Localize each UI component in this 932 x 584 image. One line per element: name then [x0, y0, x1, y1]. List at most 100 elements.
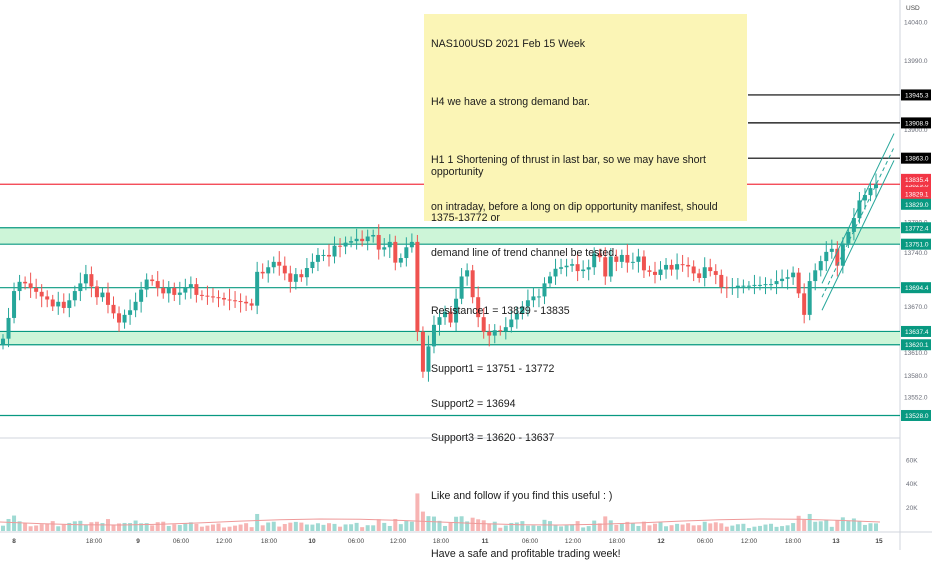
volume-bar: [166, 525, 171, 531]
channel-lower-line: [821, 160, 895, 311]
demand-zone-1: [0, 331, 900, 345]
chart-canvas[interactable]: USD14040.013990.013900.013829.013780.013…: [0, 0, 932, 550]
candle-body: [194, 284, 199, 295]
price-line-badge-9-text: 13528.0: [905, 413, 929, 420]
price-badge-1-text: 13829.1: [905, 192, 929, 199]
price-line-badge-2-bg: [901, 152, 931, 164]
volume-bar: [597, 523, 602, 531]
volume-bar: [525, 525, 530, 531]
candle-body: [536, 296, 541, 298]
candle-body: [735, 285, 740, 288]
volume-bar: [111, 524, 116, 531]
candle-body: [581, 269, 586, 272]
price-line-badge-8-text: 13620.1: [905, 342, 929, 349]
candle-body: [785, 277, 790, 279]
x-tick-label-6: 10: [308, 538, 316, 545]
x-tick-label-18: 13: [832, 538, 840, 545]
candle-body: [835, 248, 840, 266]
price-line-badge-1-bg: [901, 117, 931, 129]
candle-body: [531, 296, 536, 301]
y-tick-label-9: 13552.0: [904, 395, 928, 402]
volume-bar: [454, 516, 459, 531]
candle-body: [862, 195, 867, 201]
candle-body: [349, 241, 354, 243]
volume-bar: [332, 523, 337, 531]
volume-bar: [835, 520, 840, 531]
trading-chart[interactable]: USD14040.013990.013900.013829.013780.013…: [0, 0, 932, 560]
candle-body: [476, 297, 481, 318]
volume-bar: [133, 520, 138, 531]
price-line-badge-6-bg: [901, 282, 931, 294]
volume-bar: [669, 525, 674, 531]
volume-tick-label-2: 20K: [906, 505, 918, 512]
y-tick-label-2: 13900.0: [904, 127, 928, 134]
candle-body: [23, 281, 28, 284]
candle-body: [233, 300, 238, 302]
volume-bar: [83, 524, 88, 531]
volume-bar: [481, 520, 486, 531]
candle-body: [326, 254, 331, 257]
candle-body: [746, 285, 751, 287]
volume-bar: [857, 521, 862, 531]
candle-body: [426, 346, 431, 372]
candle-body: [664, 264, 669, 270]
x-tick-label-10: 11: [482, 538, 489, 545]
candle-body: [12, 291, 17, 318]
candle-body: [45, 296, 50, 300]
volume-bar: [652, 523, 657, 531]
price-line-badge-1-text: 13908.9: [905, 120, 929, 127]
candle-body: [586, 267, 591, 270]
candle-body: [774, 281, 779, 285]
volume-bar: [326, 523, 331, 531]
candle-body: [133, 301, 138, 311]
annotation-note[interactable]: NAS100USD 2021 Feb 15 Week H4 we have a …: [424, 14, 747, 560]
candle-body: [691, 266, 696, 274]
x-tick-label-11: 06:00: [522, 538, 539, 545]
volume-bar: [702, 521, 707, 531]
volume-bar: [271, 521, 276, 531]
candle-body: [244, 301, 249, 304]
volume-bar: [177, 525, 182, 531]
volume-bar: [150, 525, 155, 531]
volume-bar: [675, 523, 680, 531]
price-line-badge-3-text: 13829.0: [905, 182, 929, 189]
x-tick-label-0: 8: [12, 538, 16, 545]
candle-body: [625, 254, 630, 263]
price-badge-2-bg: [901, 198, 931, 210]
candle-body: [360, 238, 365, 242]
candle-body: [61, 301, 66, 308]
price-line-badge-4-bg: [901, 222, 931, 234]
volume-bar: [719, 523, 724, 531]
volume-bar: [222, 527, 227, 531]
volume-bar: [139, 523, 144, 531]
candle-body: [398, 258, 403, 263]
price-line-badge-5-text: 13751.0: [905, 242, 929, 249]
candle-body: [227, 299, 232, 301]
price-line-badge-0-bg: [901, 89, 931, 101]
candle-body: [818, 261, 823, 271]
x-tick-label-12: 12:00: [565, 538, 582, 545]
volume-bar: [172, 524, 177, 531]
channel-upper-line: [821, 133, 895, 284]
volume-bar: [476, 519, 481, 531]
candle-body: [420, 331, 425, 372]
volume-bar: [851, 518, 856, 531]
candle-body: [669, 264, 674, 270]
volume-bar: [266, 522, 271, 531]
candle-body: [868, 188, 873, 196]
candle-body: [465, 270, 470, 277]
candle-body: [409, 241, 414, 248]
candle-body: [72, 291, 77, 301]
candle-body: [514, 313, 519, 320]
volume-bar: [45, 523, 50, 531]
volume-bar: [818, 521, 823, 531]
volume-bar: [470, 517, 475, 531]
volume-bar: [691, 525, 696, 531]
candle-body: [166, 287, 171, 294]
note-line-16: Have a safe and profitable trading week!: [431, 548, 621, 561]
candle-body: [459, 276, 464, 299]
candle-body: [6, 317, 11, 339]
volume-bar: [188, 522, 193, 531]
volume-bar: [548, 521, 553, 531]
volume-bar: [559, 526, 564, 531]
